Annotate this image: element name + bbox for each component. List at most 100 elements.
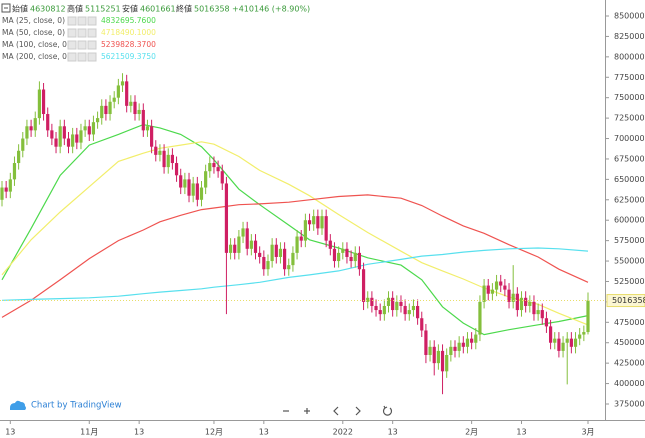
candle-body xyxy=(141,109,145,131)
candle-body xyxy=(154,146,158,155)
x-tick-label: 13 xyxy=(259,428,269,437)
candle-body xyxy=(353,252,357,262)
candle-body xyxy=(470,338,474,343)
candle-body xyxy=(129,101,133,106)
candle-body xyxy=(270,244,274,262)
candle-body xyxy=(416,305,420,319)
candle-body xyxy=(316,216,320,229)
candle-body xyxy=(249,240,253,249)
candle-body xyxy=(544,318,549,327)
ohlc-label: 安値 xyxy=(122,4,138,14)
candle-body xyxy=(324,216,328,241)
change-value: +410146 (+8.90%) xyxy=(232,5,310,14)
last-price-label: 5016358 xyxy=(612,296,645,305)
candle-body xyxy=(220,171,224,184)
candle-body xyxy=(582,332,586,335)
candle-body xyxy=(145,126,150,131)
candle-body xyxy=(532,301,536,315)
ma-line xyxy=(1,123,589,336)
candle-body xyxy=(46,114,50,131)
candle-body xyxy=(474,334,478,343)
candle-body xyxy=(374,305,378,311)
candle-body xyxy=(150,126,154,147)
legend-icon xyxy=(77,52,87,62)
y-tick-label: 5750000 xyxy=(614,236,645,245)
candle-body xyxy=(386,297,391,306)
candle-body xyxy=(490,289,495,294)
candle-body xyxy=(125,81,129,106)
y-tick-label: 5500000 xyxy=(614,257,645,266)
ma-line xyxy=(1,247,589,301)
candle-body xyxy=(519,297,524,311)
candle-body xyxy=(41,89,46,115)
candle-body xyxy=(515,293,519,311)
candle-body xyxy=(349,256,353,262)
candle-body xyxy=(345,248,349,257)
legend-icon xyxy=(87,40,97,50)
candle-body xyxy=(208,163,212,172)
legend-name: MA (100, close, 0) xyxy=(2,40,70,49)
collapse-icon[interactable] xyxy=(1,3,11,13)
candle-body xyxy=(366,297,370,302)
scroll-right-button[interactable] xyxy=(355,406,361,416)
candle-body xyxy=(54,138,58,147)
candle-body xyxy=(4,187,8,192)
reset-button[interactable] xyxy=(382,405,393,416)
candle-body xyxy=(191,183,195,196)
legend-value: 4832695.7600 xyxy=(101,16,156,25)
candle-body xyxy=(133,101,137,115)
credit[interactable]: Chart by TradingView xyxy=(10,401,122,411)
candle-body xyxy=(382,305,386,315)
candle-body xyxy=(8,179,12,192)
legend-icon xyxy=(77,28,87,38)
candle-body xyxy=(407,310,411,315)
legend-icon xyxy=(87,52,97,62)
candle-body xyxy=(461,342,465,347)
plot-area xyxy=(0,73,605,395)
candle-body xyxy=(278,248,283,257)
candle-body xyxy=(79,130,83,143)
scroll-left-button[interactable] xyxy=(333,406,339,416)
candle-body xyxy=(569,338,573,347)
candle-body xyxy=(212,163,216,168)
candle-body xyxy=(432,346,436,364)
candle-body xyxy=(0,187,4,200)
candle-body xyxy=(170,154,174,164)
y-tick-label: 7000000 xyxy=(614,134,645,143)
candle-body xyxy=(116,85,120,98)
candle-body xyxy=(395,301,399,311)
candle-body xyxy=(274,244,278,257)
candle-body xyxy=(253,240,258,253)
credit-text[interactable]: Chart by TradingView xyxy=(31,401,122,411)
x-tick-label: 2022 xyxy=(333,428,353,437)
y-tick-label: 4500000 xyxy=(614,338,645,347)
legend-icon xyxy=(67,28,77,38)
last-price-tag xyxy=(606,294,645,308)
candle-body xyxy=(482,285,486,302)
legend-name: MA (25, close, 0) xyxy=(2,16,65,25)
x-tick-label: 11月 xyxy=(80,428,98,437)
candle-body xyxy=(411,305,416,311)
legend-icon xyxy=(67,16,77,26)
candle-body xyxy=(228,244,233,253)
legend-icon xyxy=(87,28,97,38)
candle-body xyxy=(12,163,17,180)
candle-body xyxy=(445,354,449,372)
legend-value: 5621509.3750 xyxy=(101,52,156,61)
y-tick-label: 4000000 xyxy=(614,379,645,388)
y-tick-label: 8500000 xyxy=(614,12,645,21)
candle-body xyxy=(62,126,66,139)
y-tick-label: 4250000 xyxy=(614,359,645,368)
ohlc-label: 高値 xyxy=(67,4,83,14)
y-tick-label: 6000000 xyxy=(614,216,645,225)
candle-body xyxy=(457,342,461,351)
legend-icon xyxy=(67,52,77,62)
candle-body xyxy=(312,216,316,225)
candle-body xyxy=(586,300,590,333)
candle-body xyxy=(108,101,112,115)
ohlc-value: 5016358 xyxy=(194,5,230,14)
candle-body xyxy=(199,187,204,200)
candle-body xyxy=(195,183,199,200)
candle-body xyxy=(83,126,87,131)
candle-body xyxy=(553,338,557,343)
